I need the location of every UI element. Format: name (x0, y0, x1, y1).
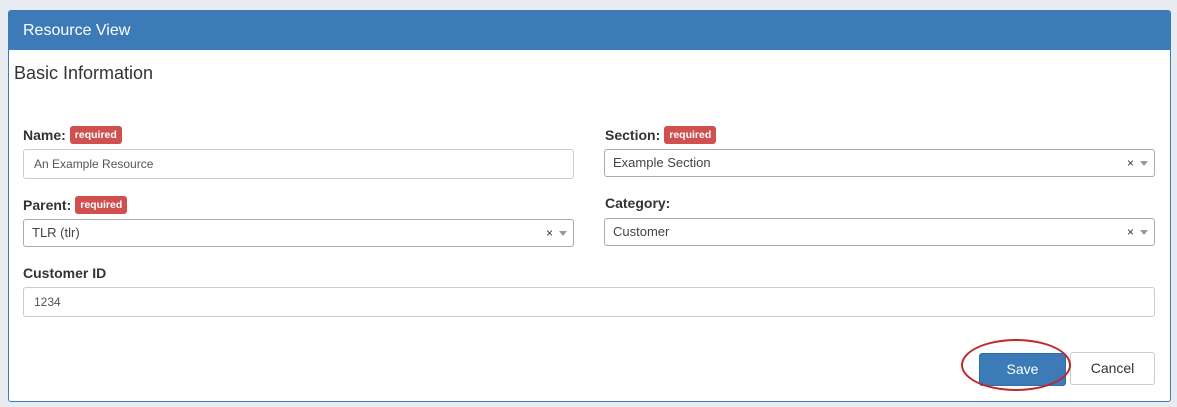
name-label-text: Name: (23, 127, 66, 143)
clear-icon[interactable]: × (1126, 156, 1134, 170)
name-input[interactable]: An Example Resource (23, 149, 574, 179)
panel-header: Resource View (9, 11, 1170, 50)
name-label: Name: required (23, 126, 122, 144)
customer-id-label: Customer ID (23, 265, 106, 281)
parent-select-value: TLR (tlr) (32, 225, 80, 240)
customer-id-input[interactable]: 1234 (23, 287, 1155, 317)
section-select[interactable]: Example Section × (604, 149, 1155, 177)
category-select[interactable]: Customer × (604, 218, 1155, 246)
parent-select[interactable]: TLR (tlr) × (23, 219, 574, 247)
section-title: Basic Information (14, 63, 154, 83)
parent-label: Parent: required (23, 196, 128, 214)
save-button[interactable]: Save (979, 353, 1066, 386)
chevron-down-icon[interactable] (1140, 230, 1148, 235)
required-badge: required (69, 126, 122, 144)
parent-label-text: Parent: (23, 197, 72, 213)
clear-icon[interactable]: × (545, 226, 553, 240)
customer-id-label-text: Customer ID (23, 265, 107, 281)
section-label-text: Section: (605, 127, 661, 143)
chevron-down-icon[interactable] (1140, 161, 1148, 166)
section-select-value: Example Section (613, 155, 711, 170)
resource-view-panel: Resource View (8, 10, 1171, 402)
clear-icon[interactable]: × (1126, 225, 1134, 239)
chevron-down-icon[interactable] (559, 231, 567, 236)
required-badge: required (75, 196, 128, 214)
cancel-button[interactable]: Cancel (1070, 352, 1155, 385)
required-badge: required (664, 126, 717, 144)
category-select-value: Customer (613, 224, 670, 239)
category-label-text: Category: (605, 195, 671, 211)
section-label: Section: required (605, 126, 717, 144)
category-label: Category: (605, 195, 670, 211)
